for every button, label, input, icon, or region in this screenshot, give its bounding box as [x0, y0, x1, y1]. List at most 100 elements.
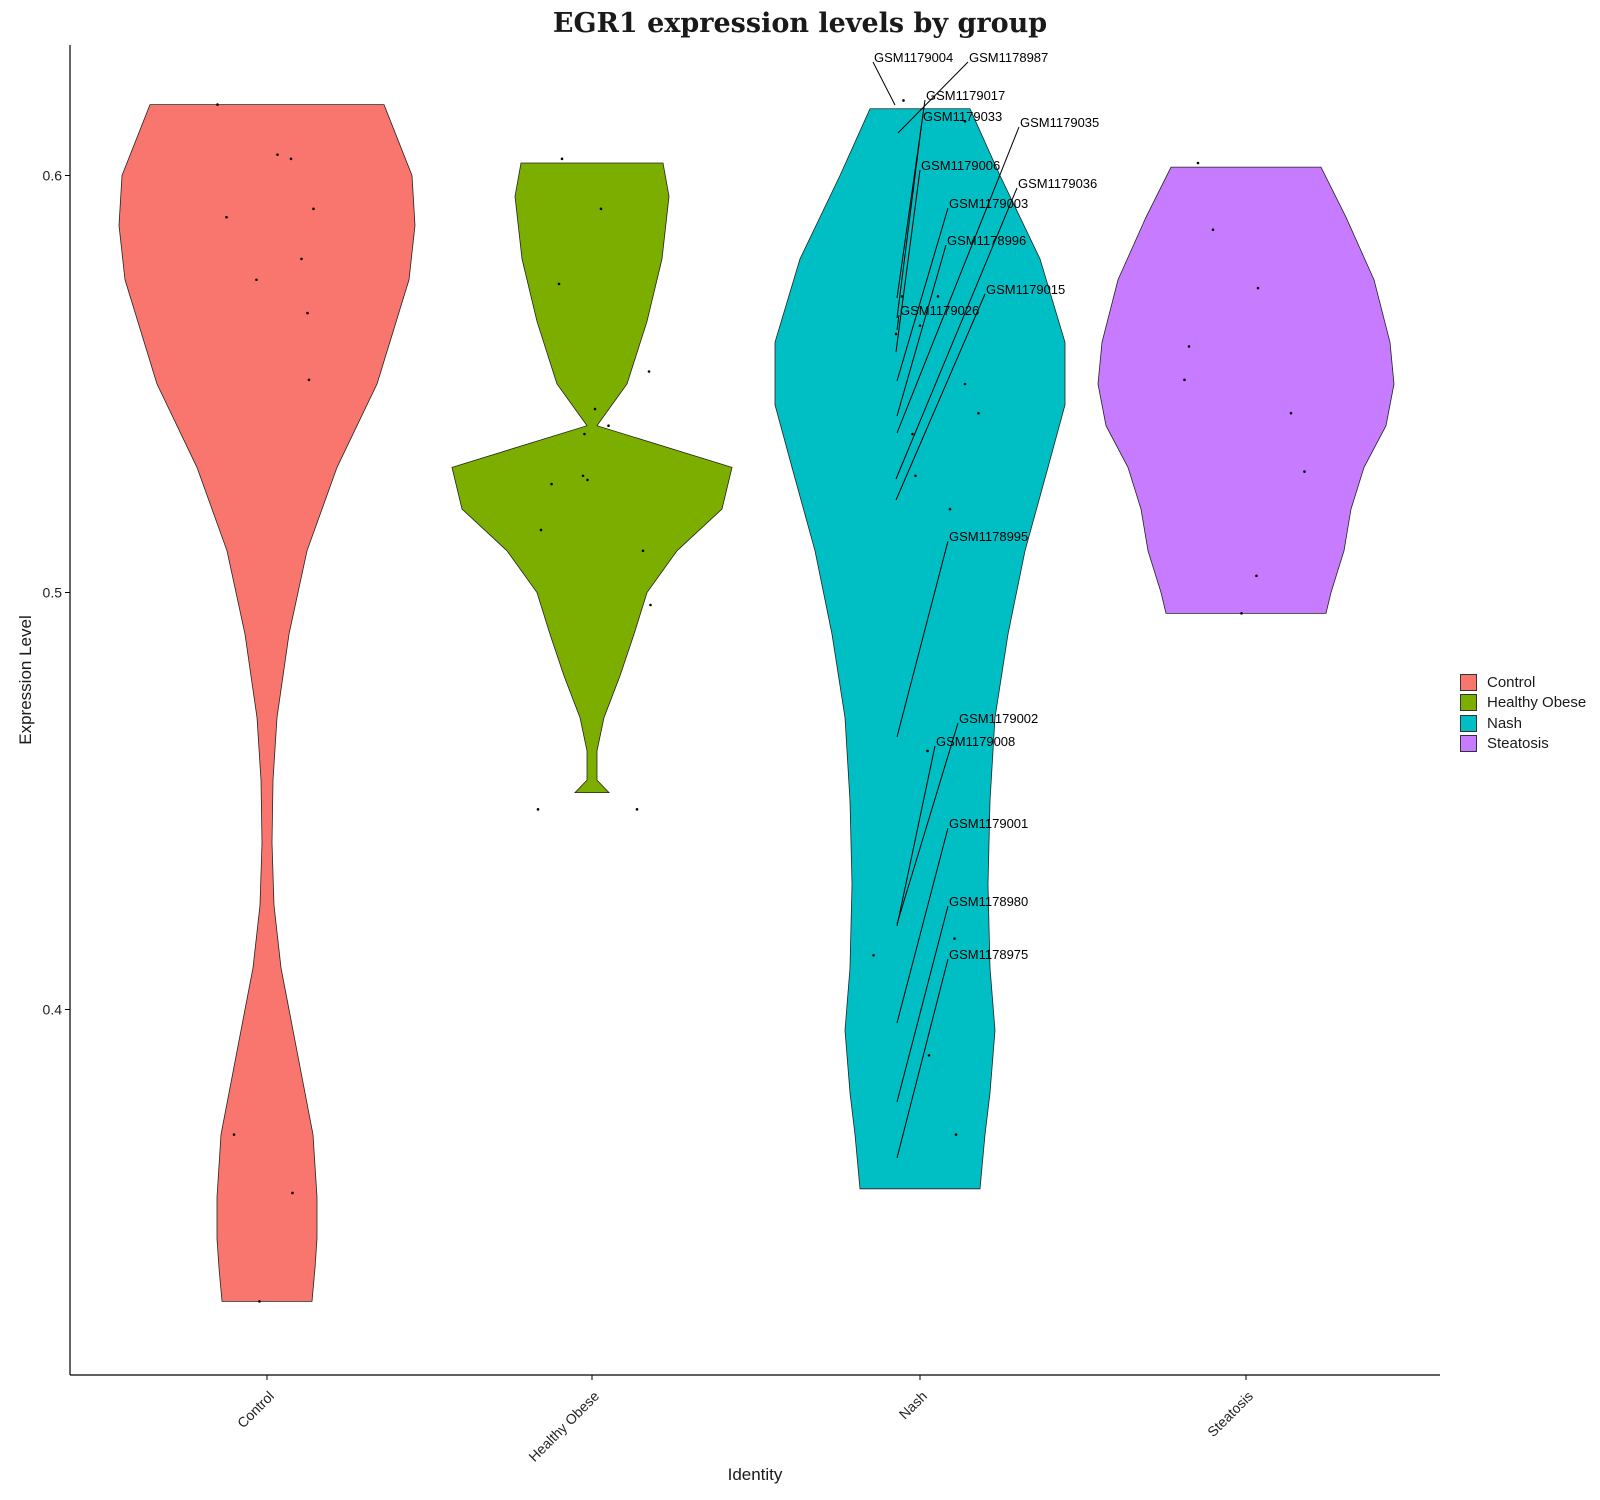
- data-point: [599, 207, 603, 211]
- annotation-label: GSM1179008: [936, 734, 1015, 749]
- data-point: [1196, 161, 1200, 165]
- data-point: [635, 808, 639, 811]
- x-axis-label: Identity: [727, 1465, 783, 1484]
- violin-control: [118, 104, 416, 1302]
- data-point: [536, 808, 540, 811]
- annotation-label: GSM1178980: [949, 894, 1028, 909]
- data-point: [593, 407, 597, 411]
- annotation-label: GSM1179017: [926, 88, 1005, 103]
- legend-swatch: [1460, 673, 1477, 691]
- legend-label: Control: [1487, 673, 1536, 691]
- annotation-label: GSM1179002: [959, 711, 1038, 726]
- data-point: [963, 382, 967, 386]
- data-point: [1187, 345, 1191, 348]
- x-tick-label: Control: [234, 1388, 277, 1431]
- annotation-label: GSM1179033: [923, 109, 1002, 124]
- data-point: [900, 295, 904, 298]
- data-point: [312, 207, 315, 211]
- annotation-label: GSM1179003: [949, 196, 1028, 211]
- legend-label: Steatosis: [1487, 735, 1549, 753]
- data-point: [918, 324, 922, 327]
- chart-title: EGR1 expression levels by group: [552, 8, 1048, 39]
- annotation-leader: [897, 61, 969, 134]
- x-tick-label: Nash: [896, 1388, 930, 1422]
- data-point: [926, 749, 929, 753]
- data-point: [649, 603, 652, 607]
- y-tick-label: 0.6: [43, 168, 63, 184]
- data-point: [560, 157, 564, 161]
- annotation-leader: [896, 827, 949, 1024]
- x-tick-label: Steatosis: [1204, 1388, 1256, 1440]
- annotation-label: GSM1179035: [1020, 115, 1099, 130]
- annotation-label: GSM1178996: [947, 233, 1026, 248]
- legend-item: Control: [1460, 672, 1586, 693]
- legend-label: Nash: [1487, 714, 1523, 732]
- data-point: [954, 1133, 958, 1136]
- annotation-label: GSM1179004: [874, 50, 953, 65]
- data-point: [1289, 411, 1293, 415]
- data-point: [289, 157, 293, 161]
- data-point: [300, 257, 303, 261]
- data-point: [872, 953, 875, 957]
- data-point: [914, 474, 917, 478]
- data-point: [586, 478, 589, 482]
- data-point: [607, 424, 610, 428]
- violin-healthy-obese: [451, 162, 733, 794]
- annotation-leader: [896, 207, 949, 382]
- annotation-label: GSM1179001: [949, 816, 1028, 831]
- annotation-leader: [895, 187, 1018, 480]
- data-point: [1211, 228, 1215, 232]
- annotation-leader: [896, 745, 936, 927]
- data-point: [216, 103, 219, 106]
- data-point: [647, 370, 651, 373]
- annotation-leader: [896, 540, 949, 738]
- legend-swatch: [1460, 694, 1477, 712]
- point-layer: [216, 99, 1306, 1303]
- violin-layer: [118, 104, 1395, 1302]
- annotation-label: GSM1179036: [1018, 176, 1097, 191]
- legend-item: Healthy Obese: [1460, 693, 1586, 714]
- y-tick-label: 0.5: [43, 585, 63, 601]
- annotation-leader: [872, 61, 896, 106]
- legend-swatch: [1460, 735, 1477, 753]
- data-point: [894, 332, 898, 336]
- annotation-leader: [896, 722, 959, 925]
- data-point: [557, 282, 561, 286]
- annotation-leader: [896, 244, 947, 417]
- data-point: [902, 99, 905, 102]
- data-point: [963, 119, 967, 123]
- y-axis-label: Expression Level: [16, 615, 35, 745]
- legend: Control Healthy Obese Nash Steatosis: [1460, 672, 1586, 754]
- annotation-leader: [896, 905, 949, 1103]
- data-point: [583, 432, 586, 436]
- annotation-leader: [895, 293, 986, 501]
- data-point: [953, 937, 956, 940]
- annotation-leader: [896, 120, 923, 319]
- data-point: [1240, 612, 1243, 615]
- data-point: [641, 549, 645, 553]
- data-point: [977, 411, 980, 415]
- data-point: [255, 278, 258, 282]
- data-point: [948, 507, 952, 511]
- data-point: [258, 1300, 261, 1303]
- annotation-leader: [896, 314, 900, 331]
- x-tick-label: Healthy Obese: [525, 1388, 602, 1465]
- violin-steatosis: [1097, 166, 1395, 614]
- data-point: [936, 295, 940, 298]
- annotation-leader: [896, 126, 1020, 434]
- data-point: [927, 1054, 931, 1057]
- data-point: [550, 482, 553, 486]
- data-point: [291, 1191, 294, 1195]
- data-point: [232, 1133, 236, 1136]
- data-point: [1183, 378, 1186, 382]
- annotation-layer: GSM1179004 GSM1178987 GSM1179017 GSM1179033…: [872, 50, 1099, 1159]
- annotation-label: GSM1178975: [949, 947, 1028, 962]
- data-point: [276, 153, 279, 156]
- data-point: [1256, 286, 1260, 290]
- annotation-leader: [896, 958, 949, 1159]
- data-point: [307, 378, 311, 382]
- data-point: [306, 311, 309, 315]
- data-point: [225, 215, 228, 219]
- data-point: [539, 528, 543, 532]
